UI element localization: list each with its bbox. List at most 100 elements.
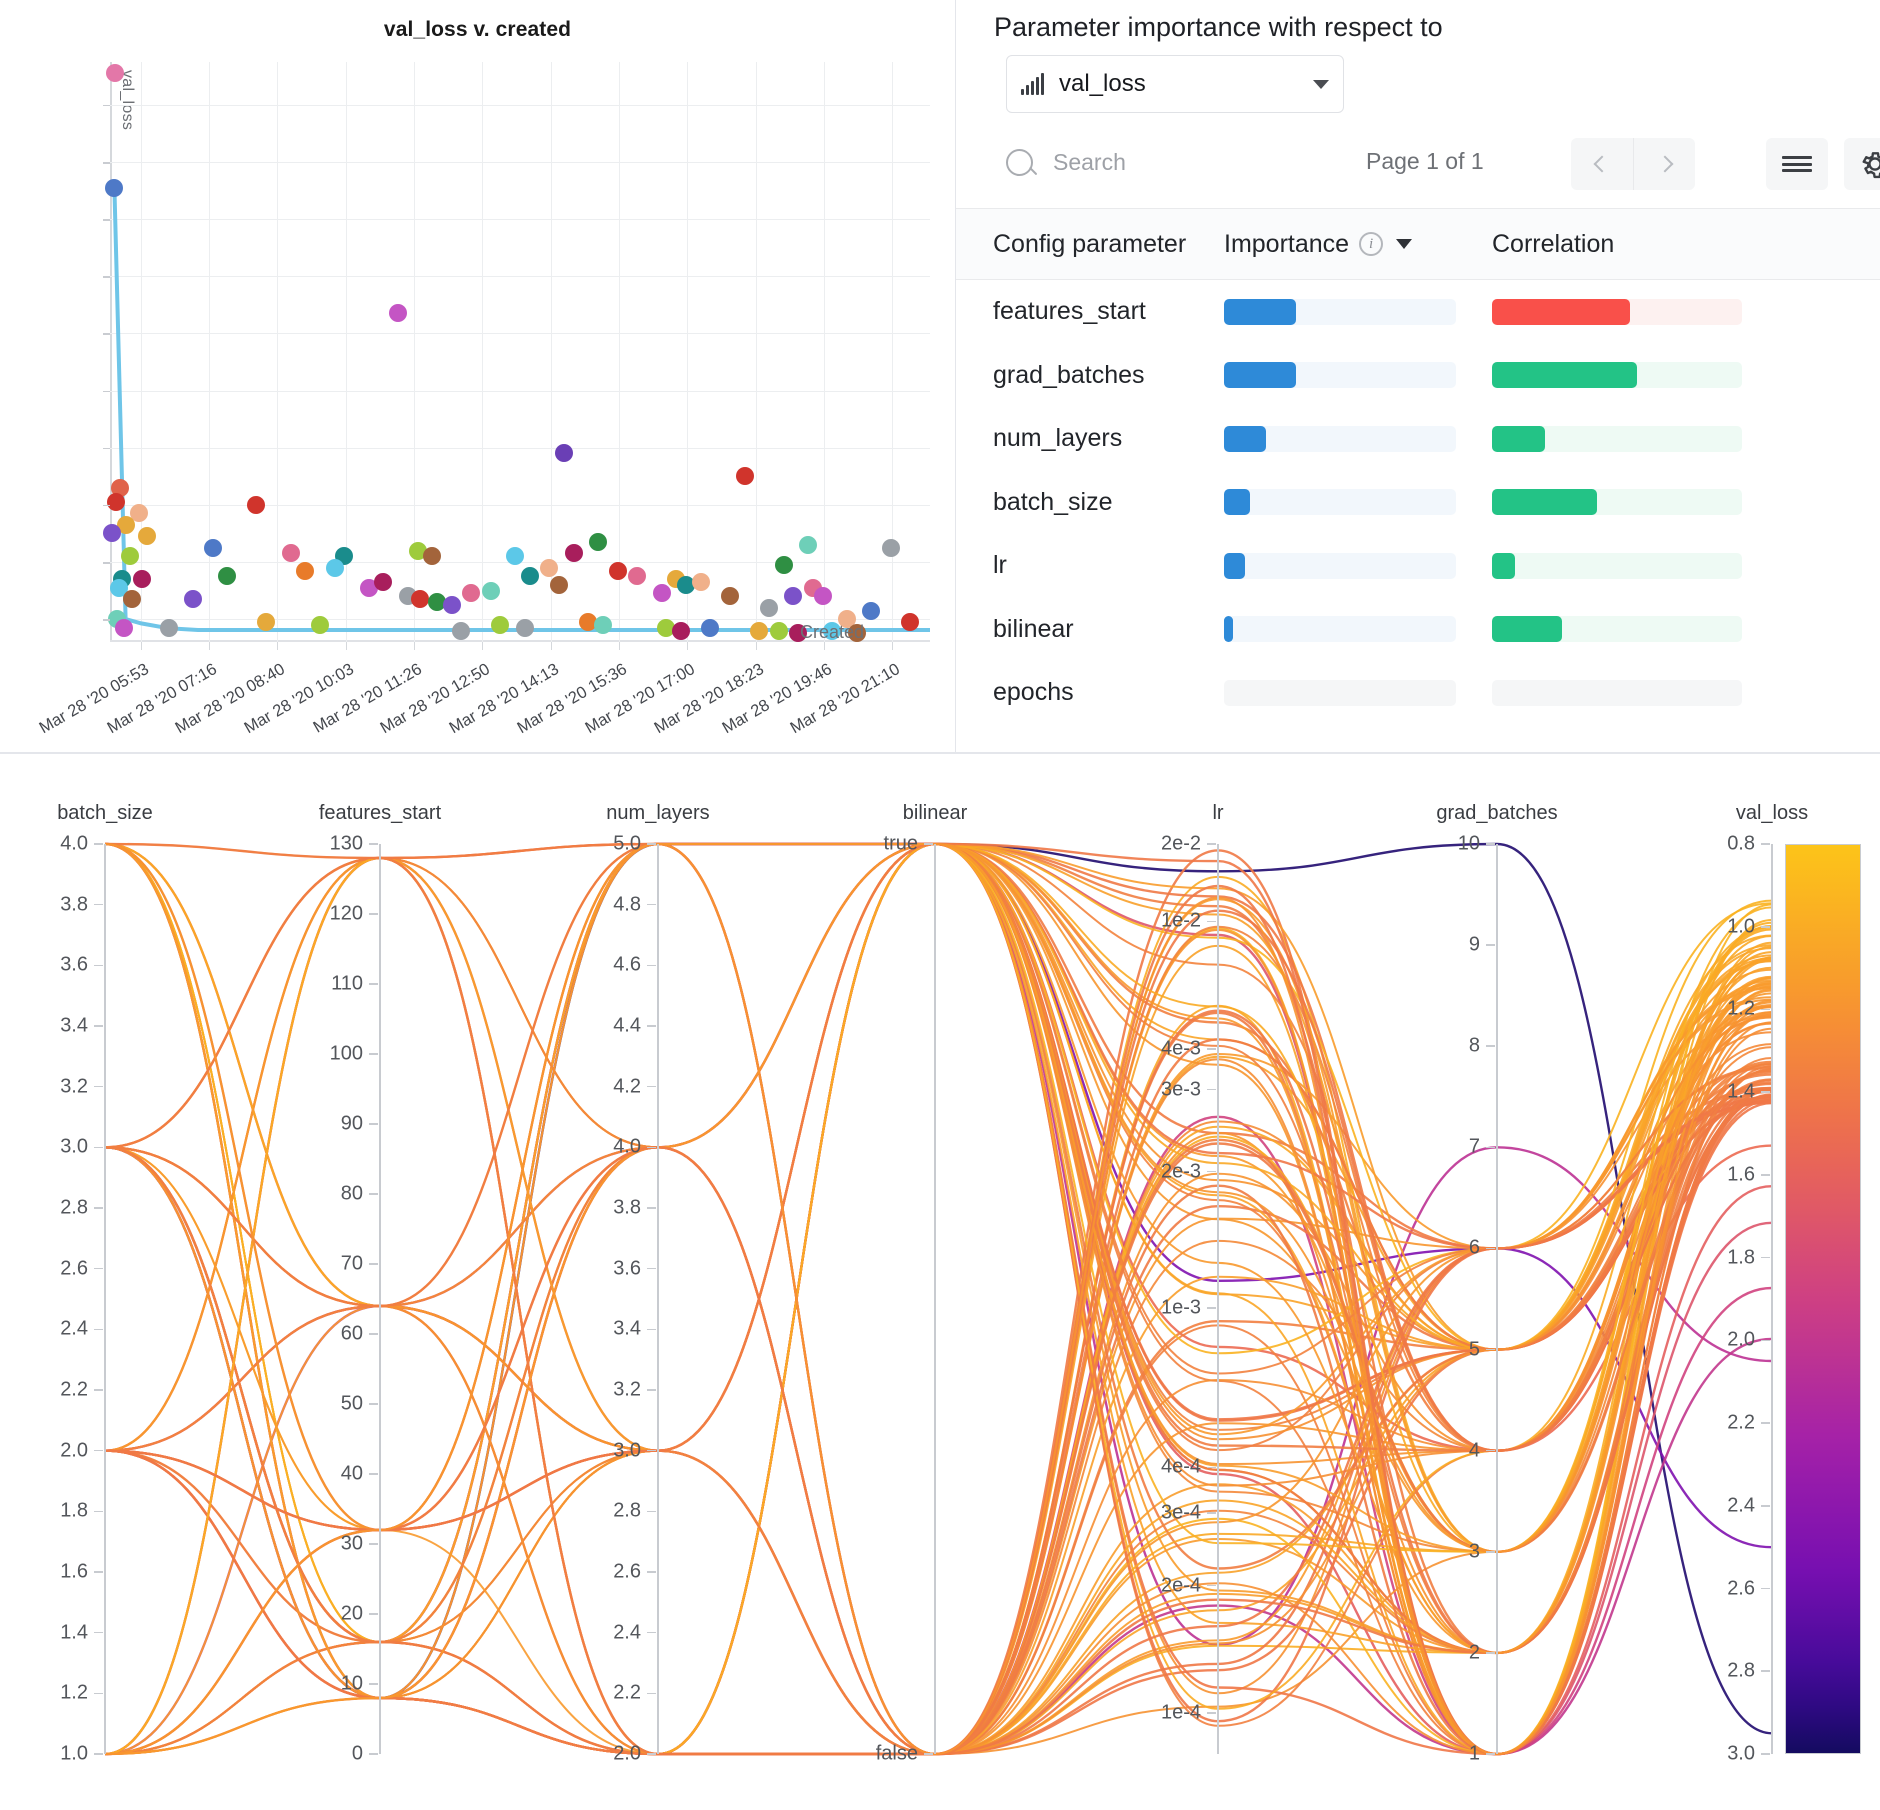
scatter-point[interactable] [133, 570, 152, 589]
scatter-point[interactable] [652, 584, 671, 603]
pc-run-line[interactable] [104, 1115, 1773, 1756]
pc-run-line[interactable] [104, 842, 1773, 1452]
table-row[interactable]: batch_size [956, 471, 1880, 535]
scatter-point[interactable] [257, 613, 276, 631]
pc-run-line[interactable] [104, 842, 1773, 1452]
pc-axis-line[interactable] [934, 844, 936, 1754]
scatter-point[interactable] [589, 533, 608, 551]
scatter-point[interactable] [735, 467, 754, 486]
pc-axis-title[interactable]: grad_batches [1436, 802, 1558, 824]
settings-button[interactable] [1844, 138, 1880, 190]
scatter-point[interactable] [247, 495, 266, 514]
scatter-point[interactable] [325, 558, 344, 577]
scatter-point[interactable] [579, 613, 598, 631]
parallel-coordinates-panel[interactable]: batch_size 4.0 3.8 3.6 3.4 3.2 3.0 2.8 2.6 2.4 2.2… [0, 754, 1880, 1810]
scatter-point[interactable] [750, 621, 769, 640]
scatter-point[interactable] [452, 621, 471, 640]
pc-axis-line[interactable] [1771, 844, 1773, 1754]
scatter-point[interactable] [138, 527, 157, 546]
scatter-point[interactable] [847, 624, 866, 643]
scatter-plot-area[interactable] [102, 62, 930, 643]
scatter-point[interactable] [798, 535, 817, 554]
scatter-point[interactable] [769, 621, 788, 640]
pc-axis-title[interactable]: bilinear [902, 802, 968, 824]
table-row[interactable]: bilinear [956, 598, 1880, 662]
pc-axis-line[interactable] [379, 844, 381, 1754]
scatter-point[interactable] [862, 601, 881, 620]
pc-axis-line[interactable] [1217, 844, 1219, 1754]
scatter-point[interactable] [789, 624, 808, 643]
pc-axis-title[interactable]: batch_size [57, 802, 153, 824]
table-row[interactable]: features_start [956, 280, 1880, 344]
table-row[interactable]: lr [956, 534, 1880, 598]
search-input[interactable] [1051, 147, 1381, 177]
scatter-point[interactable] [114, 618, 133, 637]
scatter-point[interactable] [374, 573, 393, 591]
scatter-point[interactable] [823, 621, 842, 640]
scatter-point[interactable] [554, 444, 573, 463]
table-row[interactable]: num_layers [956, 407, 1880, 471]
pc-axis-title[interactable]: val_loss [1735, 802, 1809, 824]
scatter-point[interactable] [784, 587, 803, 606]
pc-axis-line[interactable] [657, 844, 659, 1754]
scatter-point[interactable] [388, 304, 407, 323]
scatter-point[interactable] [106, 493, 125, 511]
pc-axis-title[interactable]: features_start [318, 802, 442, 824]
search-wrapper[interactable] [1006, 134, 1381, 190]
scatter-point[interactable] [105, 64, 124, 83]
scatter-point[interactable] [813, 587, 832, 606]
pc-axis-line[interactable] [104, 844, 106, 1754]
table-row[interactable]: epochs [956, 661, 1880, 725]
scatter-point[interactable] [759, 598, 778, 617]
scatter-point[interactable] [491, 615, 510, 634]
scatter-point[interactable] [116, 515, 135, 534]
scatter-point[interactable] [310, 615, 329, 634]
pc-run-line[interactable] [104, 842, 1773, 1452]
scatter-point[interactable] [408, 541, 427, 560]
scatter-point[interactable] [881, 538, 900, 557]
scatter-point[interactable] [203, 538, 222, 557]
scatter-point[interactable] [104, 178, 123, 197]
list-view-button[interactable] [1766, 138, 1828, 190]
scatter-point[interactable] [481, 581, 500, 600]
scatter-point[interactable] [608, 561, 627, 580]
sort-descending-icon[interactable] [1396, 239, 1413, 249]
pc-axis-title[interactable]: num_layers [606, 802, 710, 824]
scatter-point[interactable] [411, 590, 430, 609]
scatter-point[interactable] [109, 578, 128, 597]
scatter-point[interactable] [183, 590, 202, 609]
scatter-point[interactable] [123, 590, 142, 609]
scatter-point[interactable] [672, 621, 691, 640]
scatter-point[interactable] [564, 544, 583, 563]
scatter-point[interactable] [130, 504, 149, 523]
scatter-point[interactable] [550, 575, 569, 594]
column-header-importance[interactable]: Importance i [1224, 230, 1492, 259]
scatter-point[interactable] [657, 618, 676, 637]
pc-run-line[interactable] [104, 842, 1773, 1452]
scatter-point[interactable] [110, 478, 129, 497]
scatter-point[interactable] [838, 610, 857, 629]
prev-page-button[interactable] [1571, 138, 1633, 190]
scatter-point[interactable] [701, 618, 720, 637]
metric-select-dropdown[interactable]: val_loss [1006, 55, 1344, 113]
pc-axis-title[interactable]: lr [1212, 802, 1224, 824]
column-header-correlation[interactable]: Correlation [1492, 229, 1615, 258]
scatter-point[interactable] [428, 593, 447, 611]
pc-run-line[interactable] [104, 842, 1773, 1755]
scatter-point[interactable] [102, 524, 121, 543]
scatter-point[interactable] [628, 567, 647, 586]
scatter-point[interactable] [676, 575, 695, 594]
table-row[interactable]: grad_batches [956, 344, 1880, 408]
scatter-point[interactable] [159, 618, 178, 637]
scatter-point[interactable] [442, 595, 461, 614]
scatter-point[interactable] [120, 547, 139, 566]
scatter-point[interactable] [520, 567, 539, 586]
scatter-point[interactable] [462, 584, 481, 603]
scatter-point[interactable] [515, 618, 534, 637]
scatter-point[interactable] [691, 573, 710, 591]
pc-run-line[interactable] [104, 843, 1773, 1756]
scatter-point[interactable] [506, 547, 525, 566]
scatter-point[interactable] [359, 578, 378, 597]
pc-run-line[interactable] [104, 842, 1773, 1452]
scatter-point[interactable] [281, 544, 300, 563]
